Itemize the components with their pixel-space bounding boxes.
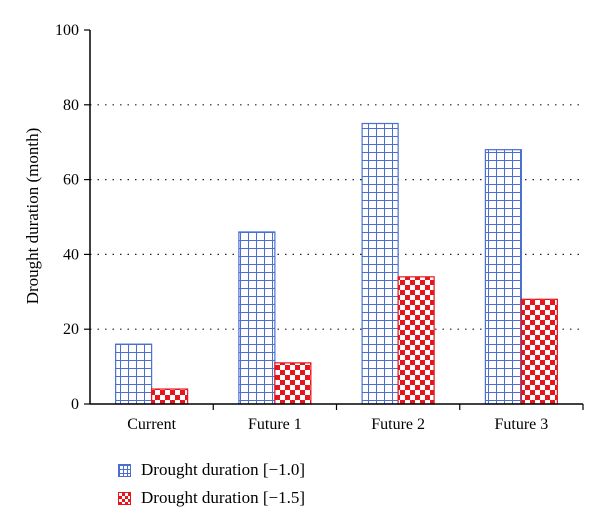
legend-item-series-2: Drought duration [−1.5] [118,484,305,512]
legend-item-series-1: Drought duration [−1.0] [118,456,305,484]
legend-label-series-2: Drought duration [−1.5] [141,488,305,507]
drought-bar-chart: Current Future 1 Future 2 Future 3 0 20 40 60 80… [23,22,584,433]
checker-pattern-swatch-icon [118,491,131,505]
axes: Current Future 1 Future 2 Future 3 0 20 40 60 80… [55,22,584,433]
bar-2-current [151,388,189,405]
grid-pattern-swatch-icon [118,463,131,477]
legend-label-series-1: Drought duration [−1.0] [141,460,305,479]
x-tick-label: Future 3 [494,416,548,433]
x-tick-label: Current [127,416,176,433]
bar-1-current [115,343,153,405]
bar-2-future-2 [397,276,435,405]
bar-1-future-3 [484,149,522,405]
y-axis-title: Drought duration (month) [23,128,42,305]
x-tick-label: Future 2 [371,416,425,433]
bar-2-future-3 [520,298,558,405]
bar-1-future-1 [238,231,276,405]
y-tick-label: 0 [71,396,79,413]
y-tick-label: 40 [63,246,79,263]
y-tick-label: 20 [63,321,79,338]
y-tick-label: 100 [55,22,79,39]
bar-1-future-2 [361,122,399,405]
y-tick-label: 60 [63,172,79,189]
bars [115,122,558,405]
x-tick-label: Future 1 [248,416,302,433]
y-tick-label: 80 [63,97,79,114]
bar-2-future-1 [274,362,312,405]
legend: Drought duration [−1.0] Drought duration… [118,456,305,512]
